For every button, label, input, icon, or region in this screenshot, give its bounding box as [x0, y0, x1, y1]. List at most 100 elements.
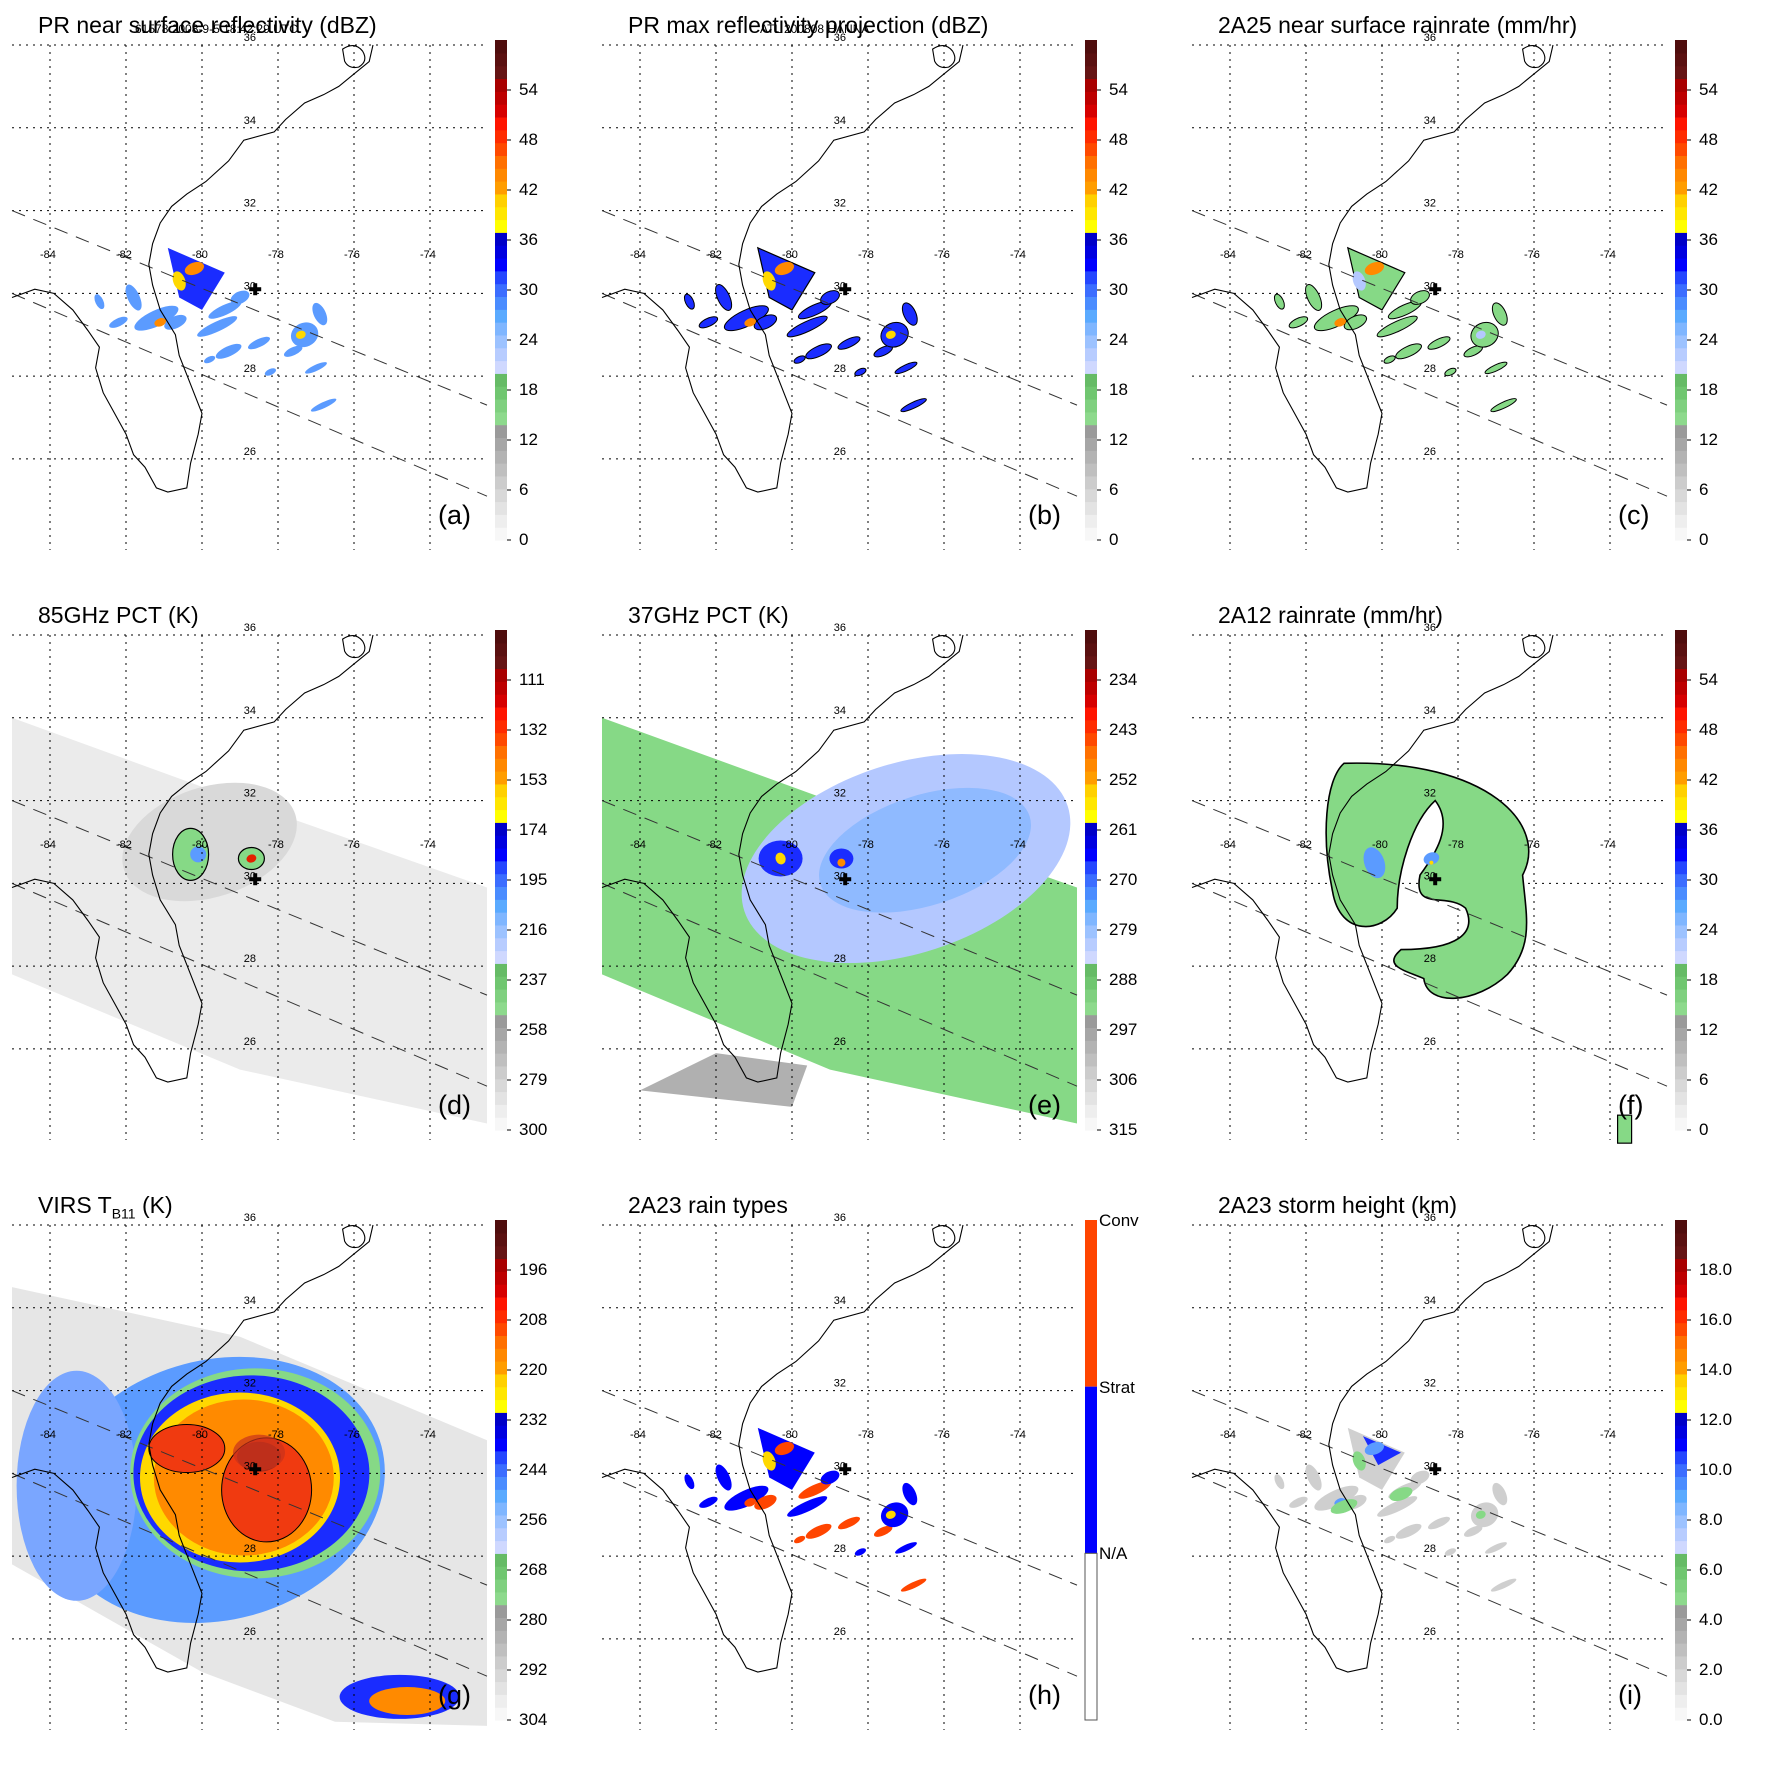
colorbar-segment — [495, 1476, 507, 1490]
swath-edge-line — [1191, 1390, 1668, 1586]
colorbar-segment — [1675, 847, 1687, 862]
rain-cell — [1444, 367, 1457, 377]
colorbar-segment — [1085, 719, 1097, 734]
rain-cell — [1384, 1535, 1396, 1544]
colorbar — [1675, 40, 1691, 541]
colorbar-segment — [495, 796, 507, 811]
colorbar-segment — [1675, 796, 1687, 811]
colorbar-segment — [1085, 1104, 1097, 1118]
colorbar-segment — [1085, 758, 1097, 772]
colorbar-segment — [1085, 334, 1097, 349]
lat-tick-label: 32 — [244, 1378, 256, 1390]
storm-center-marker — [249, 283, 262, 296]
swath-edge-line — [11, 292, 488, 497]
colorbar-tick-label: 268 — [519, 1560, 548, 1579]
colorbar-segment — [495, 1373, 507, 1388]
lon-tick-label: -76 — [344, 839, 360, 851]
rain-cell — [895, 1542, 917, 1554]
colorbar-segment — [1085, 1053, 1097, 1067]
colorbar-segment — [1675, 642, 1687, 657]
rain-cell — [1305, 1464, 1322, 1491]
colorbar-segment — [1675, 116, 1687, 131]
colorbar-segment — [1675, 963, 1687, 977]
colorbar-segment — [495, 1437, 507, 1452]
colorbar-tick-label: 30 — [519, 280, 538, 299]
colorbar — [1675, 1220, 1691, 1721]
colorbar-segment — [495, 1117, 507, 1131]
colorbar-segment — [1675, 270, 1687, 285]
rain-cell — [1288, 316, 1309, 329]
colorbar-segment — [1675, 886, 1687, 900]
storm-center-marker — [839, 873, 852, 886]
colorbar-segment — [1085, 437, 1097, 451]
colorbar-segment — [1675, 1091, 1687, 1105]
pr-swath-edges — [11, 210, 488, 497]
colorbar-segment — [1085, 181, 1097, 195]
colorbar-segment — [1675, 1322, 1687, 1336]
panel-letter: (g) — [438, 1680, 471, 1710]
colorbar-segment — [495, 142, 507, 156]
rain-cell — [1490, 1578, 1517, 1592]
pr-swath-edges — [601, 800, 1078, 1087]
rain-cell — [204, 355, 216, 364]
panel-c: -84 -82 -80 -78 -76 -74 36 34 32 30 28 26 2A25 near … — [1180, 0, 1770, 590]
colorbar-segment — [495, 296, 507, 310]
colorbar-segment — [1085, 1040, 1097, 1054]
colorbar-segment — [1085, 899, 1097, 913]
colorbar-segment — [1085, 642, 1097, 657]
rain-core — [154, 318, 167, 327]
colorbar-segment — [1675, 193, 1687, 208]
lon-tick-label: -84 — [630, 839, 646, 851]
coastline-outer-banks — [341, 635, 366, 659]
colorbar-segment — [495, 976, 507, 990]
rain-core — [1334, 318, 1347, 327]
colorbar-segment — [495, 334, 507, 349]
coastline — [11, 634, 374, 1083]
colorbar-tick-label: 8.0 — [1699, 1510, 1723, 1529]
colorbar-segment — [1675, 1425, 1687, 1439]
colorbar-segment — [1085, 886, 1097, 900]
colorbar-segment — [495, 668, 507, 682]
colorbar-tick-label: 132 — [519, 720, 548, 739]
colorbar-segment — [495, 681, 507, 695]
lon-tick-label: -82 — [1296, 249, 1312, 261]
panel-title: 2A25 near surface rainrate (mm/hr) — [1218, 12, 1578, 38]
lat-tick-label: 34 — [1424, 115, 1436, 127]
colorbar-segment — [495, 1566, 507, 1580]
colorbar-segment — [495, 1655, 507, 1670]
colorbar-segment — [1675, 1373, 1687, 1388]
colorbar-segment — [495, 1232, 507, 1247]
lat-tick-label: 36 — [1424, 1212, 1436, 1224]
rain-cell — [197, 316, 238, 337]
swath-edge-line — [1191, 1472, 1668, 1677]
colorbar-segment — [495, 1258, 507, 1272]
lon-tick-label: -82 — [706, 839, 722, 851]
cold-region — [122, 782, 297, 902]
colorbar-segment — [1085, 463, 1097, 477]
rain-core — [1364, 1441, 1385, 1456]
colorbar-segment — [1675, 1591, 1687, 1606]
colorbar-segment — [1085, 655, 1097, 670]
rain-core — [1330, 1499, 1358, 1514]
rain-cell — [683, 293, 695, 310]
colorbar-segment — [495, 129, 507, 144]
panel-f: -84 -82 -80 -78 -76 -74 36 34 32 30 28 26 2A12 rainr… — [1180, 590, 1770, 1180]
lon-tick-label: -84 — [1220, 1429, 1236, 1441]
lat-tick-label: 26 — [1424, 446, 1436, 458]
ice-scatter — [246, 854, 257, 863]
colorbar-tick-label: 174 — [519, 820, 548, 839]
colorbar-tick-label: 0 — [1699, 1120, 1709, 1139]
pr-swath-edges — [1191, 800, 1668, 1087]
colorbar-segment — [1675, 706, 1687, 721]
storm-center-marker — [839, 283, 852, 296]
colorbar-segment — [1085, 116, 1097, 131]
colorbar-segment — [1085, 783, 1097, 798]
colorbar-segment — [1085, 1091, 1097, 1105]
rain-core — [762, 1451, 776, 1471]
tmi-swath — [12, 717, 487, 1124]
